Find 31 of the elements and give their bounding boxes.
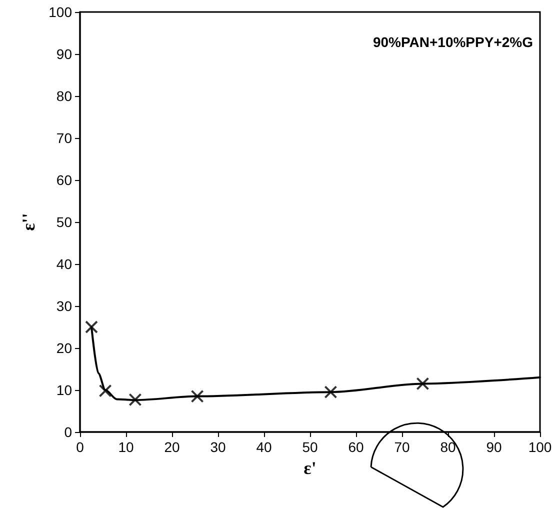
point	[190, 390, 204, 403]
y-tick-label: 90	[56, 46, 72, 62]
x-tick-label: 100	[528, 439, 552, 455]
x-tick-label: 10	[118, 439, 134, 455]
y-tick-label: 100	[48, 4, 72, 20]
x-tick-label: 50	[302, 439, 318, 455]
x-tick-label: 40	[256, 439, 272, 455]
point	[85, 320, 98, 334]
y-axis-title: ε''	[18, 213, 39, 231]
y-tick-label: 20	[56, 340, 72, 356]
y-tick-label: 60	[56, 172, 72, 188]
x-tick-label: 20	[164, 439, 180, 455]
x-tick-label: 60	[348, 439, 364, 455]
x-tick-label: 90	[486, 439, 502, 455]
x-axis-title: ε'	[304, 458, 316, 478]
x-tick-label: 0	[76, 439, 84, 455]
point	[98, 384, 112, 398]
x-tick-label: 80	[440, 439, 456, 455]
point	[324, 386, 338, 399]
point	[128, 393, 142, 406]
x-tick-label: 70	[394, 439, 410, 455]
x-tick-label: 30	[210, 439, 226, 455]
y-tick-label: 0	[64, 424, 72, 440]
point	[416, 377, 430, 390]
y-tick-label: 70	[56, 130, 72, 146]
y-tick-label: 30	[56, 298, 72, 314]
y-tick-label: 10	[56, 382, 72, 398]
y-tick-label: 50	[56, 214, 72, 230]
y-tick-label: 40	[56, 256, 72, 272]
annotation: 90%PAN+10%PPY+2%G	[372, 34, 533, 50]
y-tick-label: 80	[56, 88, 72, 104]
